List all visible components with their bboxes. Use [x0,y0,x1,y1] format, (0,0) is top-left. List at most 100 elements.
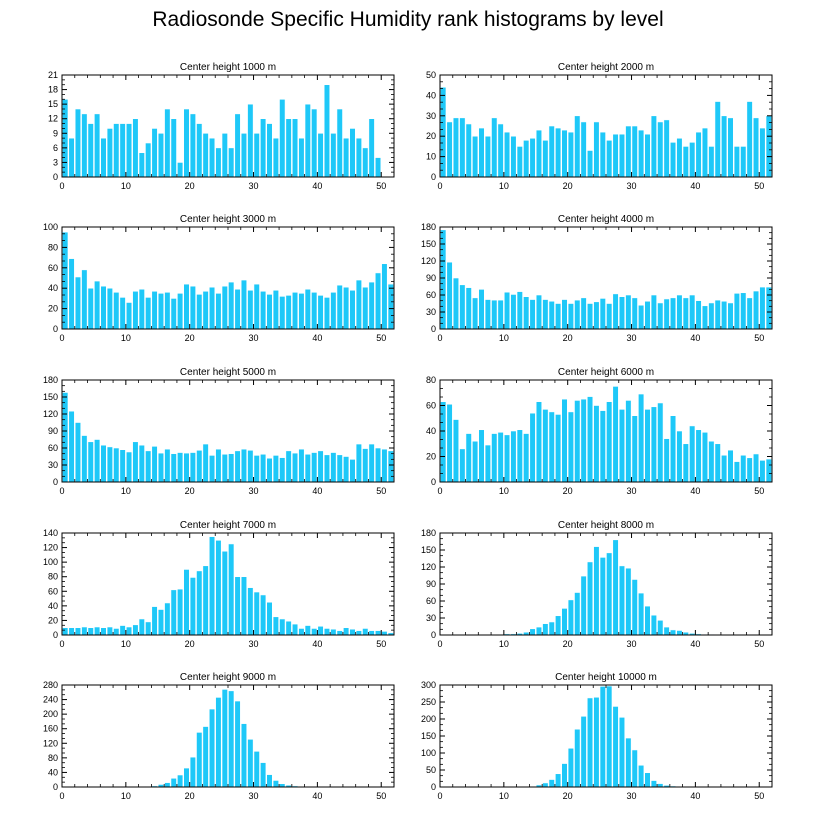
panel-title: Center height 5000 m [180,367,276,378]
histogram-bar [362,628,369,636]
histogram-bar [567,303,574,330]
histogram-bar [228,281,235,330]
y-tick-label: 60 [426,596,436,606]
histogram-bar [555,773,562,788]
y-tick-label: 0 [53,324,58,334]
histogram-bar [368,630,375,636]
y-tick-label: 20 [426,131,436,141]
histogram-bar [170,453,177,483]
histogram-bar [164,782,171,788]
histogram-bar [260,118,267,178]
histogram-bar [612,539,619,636]
histogram-bar [304,453,311,483]
histogram-bar [714,443,721,483]
histogram-bar [567,747,574,788]
y-tick-label: 3 [53,157,58,167]
histogram-bar [618,296,626,330]
histogram-bar [574,400,581,483]
histogram-bar [733,461,740,483]
histogram-bar [682,443,689,483]
histogram-bar [650,115,657,178]
histogram-bar [113,447,120,483]
histogram-bar [625,125,632,178]
histogram-bar [285,450,292,483]
histogram-bar [663,438,670,483]
histogram-bar [708,440,715,483]
y-tick-label: 100 [421,748,436,758]
histogram-bar [676,137,683,178]
histogram-bar [343,137,350,178]
y-tick-label: 120 [421,256,436,266]
x-tick-label: 40 [690,791,700,801]
histogram-bar [555,615,562,636]
histogram-bar [676,294,683,330]
y-tick-label: 10 [426,152,436,162]
histogram-bar [574,115,581,178]
panel-title: Center height 7000 m [180,520,276,531]
histogram-bar [561,129,568,178]
histogram-bar [247,103,254,178]
panel-title: Center height 1000 m [180,62,276,73]
histogram-bar [765,458,772,483]
histogram-bar [253,132,260,178]
histogram-bar [631,415,638,483]
histogram-bar [542,782,549,788]
histogram-bar [266,123,273,178]
histogram-bar [650,406,657,483]
y-tick-label: 40 [48,601,58,611]
histogram-bar [555,414,562,483]
histogram-bar [727,117,734,178]
y-tick-label: 180 [43,375,58,385]
y-tick-label: 20 [426,452,436,462]
histogram-bar [625,294,632,330]
x-tick-label: 20 [185,486,195,496]
histogram-bar [151,290,158,330]
histogram-bar [304,288,311,330]
x-tick-label: 30 [249,639,259,649]
histogram-bar [631,297,638,330]
histogram-bar [669,297,677,330]
histogram-bar [189,452,196,483]
histogram-bar [561,608,568,636]
histogram-bar [81,113,88,178]
y-tick-label: 0 [431,477,436,487]
y-tick-label: 50 [426,765,436,775]
histogram-bar [323,628,331,636]
x-tick-label: 30 [627,486,637,496]
histogram-bar [247,587,254,636]
plot-frame [439,684,773,788]
histogram-panel: Center height 8000 m 0 30 60 90 120 150 180 0 10 2… [421,520,773,649]
histogram-panel: Center height 10000 m 0 50 100 150 200 250 300 0… [421,672,773,801]
histogram-bar [170,118,177,178]
histogram-bar [74,422,82,483]
histogram-bar [497,299,504,330]
y-tick-label: 120 [43,543,58,553]
histogram-bar [708,146,715,178]
x-tick-label: 20 [185,639,195,649]
histogram-bar [650,614,657,636]
x-tick-label: 40 [312,333,322,343]
histogram-bar [221,132,228,178]
histogram-bar [599,131,606,178]
y-tick-label: 120 [43,409,58,419]
histogram-bar [669,142,677,178]
histogram-bar [343,286,350,330]
histogram-bar [279,296,286,330]
y-tick-label: 20 [48,304,58,314]
histogram-bar [472,440,479,483]
histogram-bar [491,117,498,178]
y-tick-label: 6 [53,143,58,153]
histogram-bar [721,115,728,178]
histogram-bar [323,297,331,330]
histogram-bar [279,618,286,636]
histogram-bar [676,430,683,483]
x-tick-label: 20 [185,181,195,191]
histogram-bar [221,453,228,483]
histogram-bar [74,276,82,330]
histogram-bar [196,449,203,483]
x-tick-label: 10 [121,791,131,801]
histogram-bar [561,299,568,330]
histogram-bar [631,579,638,636]
histogram-bar [106,446,113,483]
histogram-bar [516,146,523,178]
